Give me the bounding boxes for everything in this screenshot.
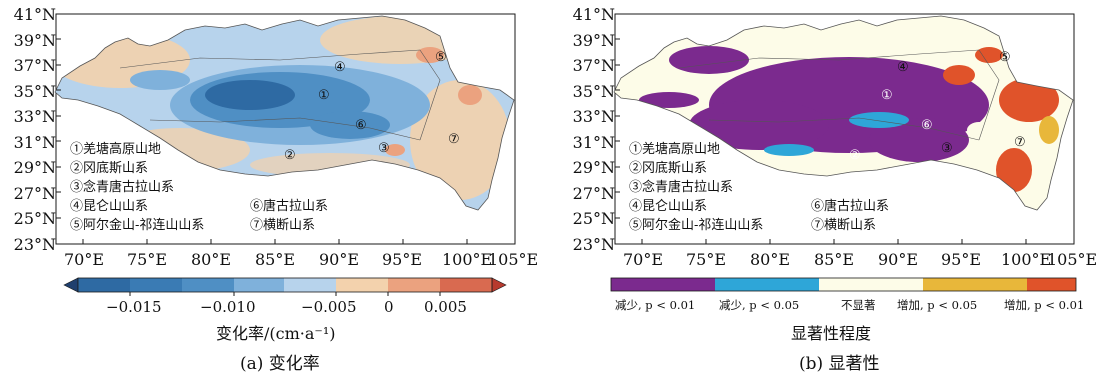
map-a-outline [54,15,515,211]
lat-label: 31°N [572,133,615,152]
category-label: 不显著 [841,298,876,312]
colorbar-title: 显著性程度 [791,324,872,343]
lon-label: 70°E [623,250,664,269]
lon-label: 90°E [878,250,919,269]
lon-label: 75°E [686,250,727,269]
legend-item: ③念青唐古拉山系 [70,180,175,195]
region-marker: ② [284,148,296,163]
lon-label: 70°E [64,250,105,269]
region-marker: ④ [897,60,909,75]
lat-label: 41°N [13,5,56,24]
region-marker: ⑦ [448,132,460,147]
lon-label: 85°E [255,250,296,269]
lon-label: 80°E [750,250,791,269]
lat-label: 35°N [13,82,56,101]
lat-label: 33°N [572,107,615,126]
lat-label: 25°N [13,209,56,228]
lon-label: 90°E [319,250,360,269]
legend-item: ⑥唐古拉山系 [250,199,329,214]
legend-item: ④昆仑山山系 [629,199,708,214]
region-marker: ⑥ [355,118,367,133]
panel-significance: 41°N 39°N 37°N 35°N 33°N 31°N 29°N 27°N … [559,0,1117,377]
lat-label: 41°N [572,5,615,24]
colorbar-tick: −0.005 [301,298,357,316]
category-label: 减少, p < 0.05 [719,298,800,312]
lat-label: 39°N [13,31,56,50]
lat-label: 29°N [572,158,615,177]
colorbar-tick: 0 [384,298,394,316]
lat-label: 33°N [13,107,56,126]
region-marker: ① [881,88,893,103]
lon-label: 105°E [488,250,539,269]
panel-change-rate: 41°N 39°N 37°N 35°N 33°N 31°N 29°N 27°N … [0,0,558,377]
category-label: 增加, p < 0.01 [1004,298,1085,312]
map-b-outline [613,15,1074,211]
map-b-svg [610,13,1077,292]
panel-caption: (a) 变化率 [240,354,320,374]
colorbar-b [610,277,1077,292]
lat-label: 35°N [572,82,615,101]
legend-item: ②冈底斯山系 [629,161,708,176]
lon-label: 100°E [442,250,493,269]
legend-item: ⑥唐古拉山系 [811,199,890,214]
region-marker: ① [318,88,330,103]
lat-label: 27°N [13,184,56,203]
region-marker: ⑤ [999,50,1011,65]
lon-label: 105°E [1047,250,1098,269]
lat-label: 31°N [13,133,56,152]
region-marker: ② [849,148,861,163]
legend-item: ⑦横断山系 [250,218,316,233]
lat-label: 39°N [572,31,615,50]
region-marker: ③ [378,141,390,156]
legend-item: ③念青唐古拉山系 [629,180,734,195]
lon-label: 95°E [382,250,423,269]
lat-label: 23°N [572,235,615,254]
lat-label: 29°N [13,158,56,177]
lon-label: 85°E [814,250,855,269]
lat-label: 37°N [13,56,56,75]
lat-label: 27°N [572,184,615,203]
map-a-svg [54,13,516,296]
lat-label: 23°N [13,235,56,254]
category-label: 增加, p < 0.05 [897,298,978,312]
colorbar-tick: −0.015 [106,298,162,316]
legend-item: ①羌塘高原山地 [70,142,162,157]
panel-caption: (b) 显著性 [799,354,880,374]
legend-item: ①羌塘高原山地 [629,142,721,157]
legend-item: ②冈底斯山系 [70,161,149,176]
region-marker: ⑥ [921,118,933,133]
lat-label: 37°N [572,56,615,75]
colorbar-a [63,277,507,296]
lon-label: 80°E [191,250,232,269]
region-marker: ④ [334,60,346,75]
colorbar-tick: −0.010 [200,298,256,316]
colorbar-tick: 0.005 [424,298,467,316]
legend-item: ⑤阿尔金山-祁连山山系 [629,218,764,233]
region-marker: ③ [941,141,953,156]
legend-item: ⑤阿尔金山-祁连山山系 [70,218,205,233]
lon-label: 75°E [127,250,168,269]
region-marker: ⑦ [1014,135,1026,150]
region-marker: ⑤ [435,50,447,65]
lat-label: 25°N [572,209,615,228]
lon-label: 95°E [941,250,982,269]
colorbar-title: 变化率/(cm·a⁻¹) [216,324,336,343]
category-label: 减少, p < 0.01 [615,298,696,312]
lon-label: 100°E [1001,250,1052,269]
legend-item: ④昆仑山山系 [70,199,149,214]
legend-item: ⑦横断山系 [811,218,877,233]
